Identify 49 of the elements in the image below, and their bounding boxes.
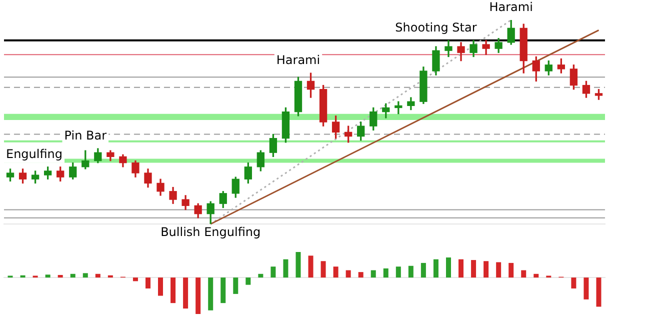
bar — [358, 272, 364, 278]
bar — [484, 261, 489, 278]
bar — [446, 257, 451, 278]
bar — [496, 262, 502, 278]
bar — [170, 278, 176, 304]
bar — [508, 262, 514, 278]
text: Harami — [489, 0, 533, 14]
bar — [132, 278, 138, 282]
bar — [383, 268, 388, 278]
annotation: Pin Bar — [64, 128, 107, 143]
bar — [370, 270, 376, 278]
bar — [408, 266, 414, 278]
bar — [82, 273, 88, 278]
bar — [258, 274, 264, 278]
bar — [145, 278, 150, 288]
bar — [270, 266, 276, 278]
bar — [471, 260, 476, 278]
bar — [208, 278, 214, 310]
bar — [346, 270, 351, 278]
bar — [70, 274, 76, 278]
bar — [320, 261, 326, 278]
bar — [571, 278, 576, 288]
annotation: Shooting Star — [395, 20, 477, 35]
bar — [58, 274, 63, 278]
bar — [20, 275, 26, 278]
bar — [95, 274, 100, 278]
bar — [183, 278, 188, 309]
bar — [534, 274, 539, 278]
bar — [433, 259, 438, 278]
bar — [283, 259, 288, 278]
annotation: Harami — [276, 53, 320, 68]
bar — [233, 278, 238, 294]
bar — [45, 274, 50, 278]
bar — [158, 278, 164, 296]
bar — [220, 278, 226, 304]
text: Bullish Engulfing — [160, 225, 261, 240]
bar — [596, 278, 602, 307]
bar — [246, 278, 251, 285]
bar — [396, 266, 401, 278]
bar — [521, 270, 526, 278]
bar — [458, 259, 464, 278]
bar — [196, 278, 201, 314]
annotation: Engulfing — [6, 147, 63, 162]
bar — [108, 275, 113, 278]
bar — [333, 266, 338, 278]
bar — [308, 256, 314, 278]
bar — [296, 252, 301, 278]
bar — [584, 278, 589, 300]
bar — [420, 262, 426, 278]
